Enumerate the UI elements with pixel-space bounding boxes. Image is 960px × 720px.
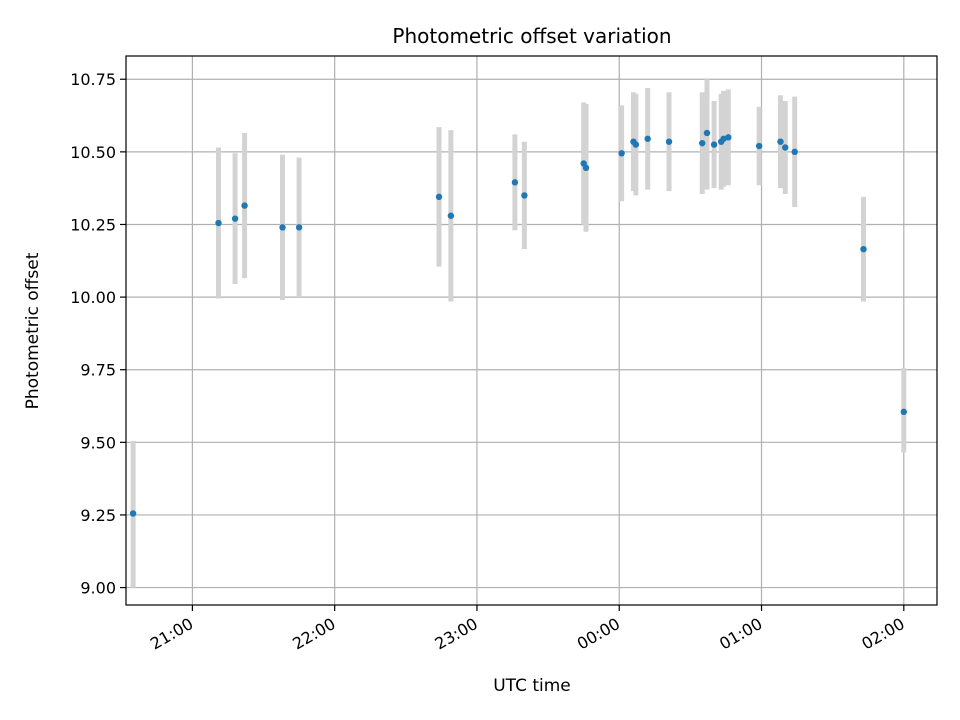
y-tick-label: 9.00 <box>80 579 116 598</box>
data-point <box>725 134 732 141</box>
y-axis-label: Photometric offset <box>23 252 43 409</box>
data-point <box>703 129 711 137</box>
data-point <box>231 215 239 222</box>
data-point <box>129 510 137 517</box>
data-point <box>644 135 651 142</box>
plot-area-frame <box>125 55 938 606</box>
data-point <box>435 193 443 201</box>
y-tick-label: 10.25 <box>70 215 116 234</box>
data-point <box>215 219 222 227</box>
data-point <box>791 148 798 156</box>
data-point <box>710 141 718 148</box>
data-point <box>295 224 303 231</box>
y-tick-label: 9.75 <box>80 361 116 380</box>
data-point <box>632 141 640 148</box>
data-point <box>521 192 528 199</box>
x-axis-label: UTC time <box>493 676 571 696</box>
data-point <box>777 138 784 145</box>
data-point <box>582 164 590 172</box>
data-point <box>511 179 519 186</box>
y-tick-label: 10.75 <box>70 70 116 89</box>
y-tick-label: 9.25 <box>80 506 116 525</box>
y-tick-label: 9.50 <box>80 433 116 452</box>
y-axis-ticks: 9.00 9.25 9.50 9.75 10.00 10.25 10.50 10.75 <box>70 70 126 598</box>
data-point <box>782 144 789 151</box>
data-point <box>755 142 763 150</box>
data-point <box>900 408 908 416</box>
data-point <box>241 202 248 209</box>
point-layer <box>129 129 908 517</box>
grid <box>126 56 937 605</box>
data-point <box>665 138 673 145</box>
data-point <box>447 212 455 219</box>
data-point <box>279 224 286 231</box>
y-tick-label: 10.50 <box>70 143 116 162</box>
data-point <box>699 139 706 147</box>
y-tick-label: 10.00 <box>70 288 116 307</box>
data-point <box>860 245 867 253</box>
chart-title: Photometric offset variation <box>392 24 671 48</box>
data-point <box>618 150 625 157</box>
